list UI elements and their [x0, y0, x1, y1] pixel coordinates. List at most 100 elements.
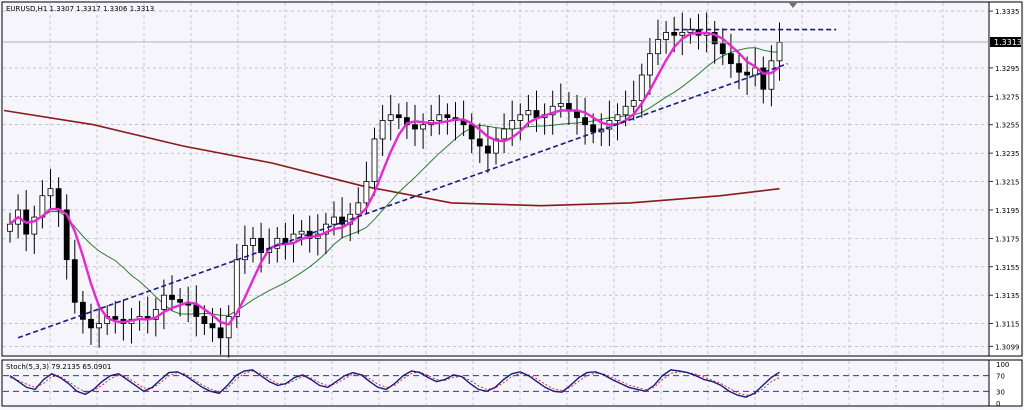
candle-body	[671, 32, 678, 36]
candle-body	[241, 245, 248, 261]
candle-body	[590, 124, 597, 133]
candle-body	[412, 124, 418, 130]
candle-body	[250, 237, 256, 246]
candle-body	[298, 230, 305, 235]
candle-body	[55, 188, 62, 211]
sma-mid-line	[9, 47, 780, 316]
candle-body	[169, 294, 175, 300]
candle-body	[517, 114, 524, 121]
candle-body	[484, 145, 491, 154]
candle-body	[152, 308, 159, 320]
symbol-info: EURUSD,H1 1.3307 1.3317 1.3306 1.3313	[6, 5, 154, 13]
candle-body	[363, 181, 370, 204]
sma-fast-path	[9, 31, 781, 326]
candle-body	[736, 63, 742, 73]
stoch-info: Stoch(5,3,3) 79.2135 65.0901	[6, 363, 111, 371]
candle-body	[225, 316, 232, 339]
candle-body	[209, 323, 216, 329]
candle-body	[501, 128, 508, 140]
candle-body	[71, 259, 78, 303]
candle-body	[663, 32, 669, 40]
candle-body	[436, 114, 443, 121]
candle-body	[711, 32, 718, 45]
candle-body	[31, 216, 38, 235]
price-tick-label: 1.3115	[995, 321, 1020, 329]
candle-body	[217, 327, 224, 339]
stoch-axis	[988, 359, 1023, 407]
candle-body	[582, 117, 588, 126]
candle-body	[744, 71, 750, 76]
main-panel	[1, 1, 990, 357]
price-tick-label: 1.3195	[995, 207, 1020, 215]
candle-body	[387, 114, 394, 121]
candle-body	[549, 105, 556, 116]
candle-body	[160, 294, 167, 310]
candle-body	[655, 39, 661, 55]
candle-body	[630, 100, 637, 107]
candle-body	[201, 316, 208, 324]
price-tick-label: 1.3215	[995, 179, 1020, 187]
candle-body	[533, 110, 540, 119]
candle-body	[468, 124, 475, 140]
candle-body	[63, 209, 70, 261]
candle-body	[679, 32, 686, 36]
price-tick-label: 1.3255	[995, 122, 1020, 130]
candle-body	[420, 124, 427, 130]
sma-slow-path	[3, 109, 780, 207]
candle-body	[444, 114, 451, 119]
trendline	[17, 62, 788, 339]
price-axis	[988, 1, 1023, 357]
candle-body	[509, 120, 516, 130]
candle-body	[719, 43, 726, 55]
candle-body	[768, 60, 775, 90]
candle-body	[647, 53, 653, 76]
stoch-signal-path	[9, 370, 780, 396]
stoch-level-label: 100	[996, 361, 1009, 369]
price-tick-label: 1.3155	[995, 264, 1020, 272]
candle-body	[379, 120, 386, 140]
candle-body	[355, 202, 362, 215]
price-tick-label: 1.3335	[995, 8, 1020, 16]
candle-body	[7, 223, 13, 232]
candle-body	[525, 110, 532, 116]
candle-body	[395, 114, 402, 119]
price-tick-label: 1.3275	[995, 93, 1020, 101]
current-price-box	[990, 37, 1021, 47]
stoch-level-label: 30	[996, 388, 1005, 396]
candle-body	[476, 138, 483, 147]
stoch-main-path	[9, 369, 780, 398]
candle-body	[339, 216, 346, 225]
candle-body	[258, 237, 265, 253]
candle-body	[193, 304, 200, 317]
price-tick-label: 1.3135	[995, 292, 1020, 300]
candle-body	[614, 114, 621, 121]
candle-body	[80, 301, 86, 320]
stoch-level-label: 70	[996, 373, 1005, 381]
price-tick-label: 1.3175	[995, 235, 1020, 243]
stoch-panel	[1, 359, 990, 407]
candle-body	[776, 41, 783, 62]
candle-body	[112, 316, 119, 320]
price-tick-label: 1.3099	[995, 343, 1020, 351]
candle-body	[96, 323, 102, 329]
sma-fast-line	[9, 31, 781, 326]
current-price-label: 1.3313	[994, 38, 1022, 47]
candle-body	[371, 138, 378, 182]
candle-body	[557, 103, 564, 107]
candle-body	[88, 318, 94, 329]
candle-body	[728, 53, 734, 65]
candle-body	[177, 299, 184, 303]
price-tick-label: 1.3295	[995, 65, 1020, 73]
candle-body	[493, 138, 499, 154]
candles	[7, 12, 783, 358]
candle-body	[760, 67, 767, 90]
chart-shift-marker[interactable]	[789, 3, 797, 8]
candle-body	[331, 216, 337, 225]
trendlines[interactable]	[17, 28, 837, 339]
candle-body	[47, 188, 54, 197]
candle-body	[622, 105, 629, 116]
price-axis-labels: 1.3335 1.3295 1.3275 1.3255 1.3235 1.3215 1.31…	[989, 8, 1020, 351]
stochastic-lines: 100 70 30 0	[3, 361, 1009, 408]
